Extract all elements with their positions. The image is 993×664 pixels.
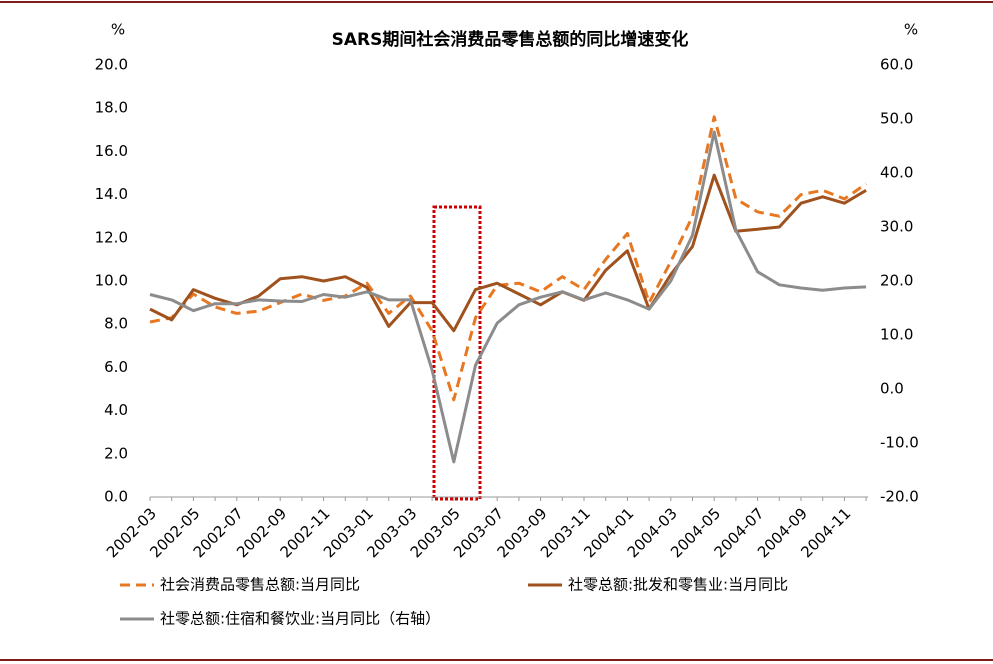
y2-axis-unit: % (904, 21, 918, 39)
y2-tick-label: 60.0 (880, 56, 913, 74)
y-tick-label: 8.0 (104, 315, 128, 333)
y-tick-label: 12.0 (95, 228, 128, 246)
chart-title: SARS期间社会消费品零售总额的同比增速变化 (332, 29, 689, 50)
y-tick-label: 16.0 (95, 142, 128, 160)
series-line (149, 130, 867, 464)
legend-label: 社零总额:住宿和餐饮业:当月同比（右轴） (160, 610, 440, 628)
highlight-box (432, 205, 482, 501)
series-line (149, 173, 867, 333)
y-tick-label: 4.0 (104, 401, 128, 419)
y-tick-label: 2.0 (104, 444, 128, 462)
y2-tick-label: -10.0 (880, 434, 919, 452)
y2-tick-label: 0.0 (880, 380, 904, 398)
y2-tick-label: 50.0 (880, 110, 913, 128)
y2-tick-label: 40.0 (880, 164, 913, 182)
y-tick-label: 14.0 (95, 185, 128, 203)
y-tick-label: 6.0 (104, 358, 128, 376)
legend-label: 社零总额:批发和零售业:当月同比 (568, 576, 788, 594)
y-axis-unit: % (111, 21, 125, 39)
y2-tick-label: 30.0 (880, 218, 913, 236)
y-tick-label: 10.0 (95, 272, 128, 290)
y-tick-label: 0.0 (104, 488, 128, 506)
y-tick-label: 20.0 (95, 56, 128, 74)
y2-tick-label: -20.0 (880, 488, 919, 506)
y-tick-label: 18.0 (95, 99, 128, 117)
y2-tick-label: 20.0 (880, 272, 913, 290)
legend-label: 社会消费品零售总额:当月同比 (160, 576, 360, 594)
y2-tick-label: 10.0 (880, 326, 913, 344)
series-line (149, 115, 867, 402)
